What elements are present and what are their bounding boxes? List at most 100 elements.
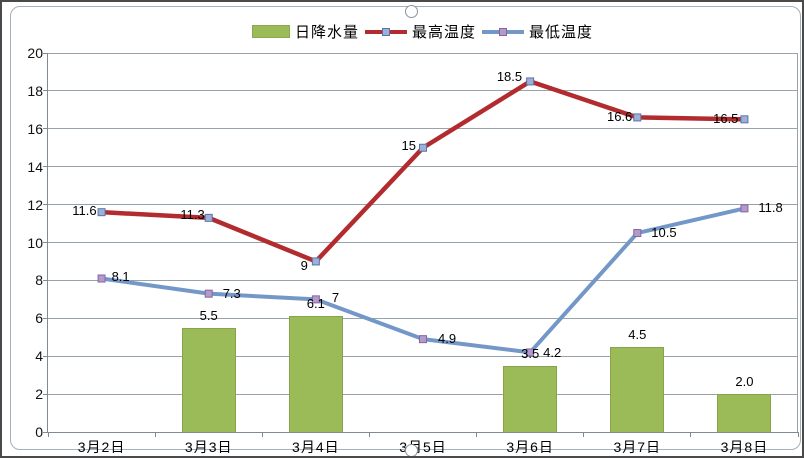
y-axis-tick-label: 2 <box>35 386 43 403</box>
marker-最低温度 <box>740 204 749 213</box>
x-tick-mark <box>797 432 799 437</box>
marker-最高温度 <box>97 208 106 217</box>
gridline <box>48 393 798 395</box>
x-axis-tick-label: 3月6日 <box>506 439 554 455</box>
x-tick-mark <box>583 432 585 437</box>
legend-item-precipitation: 日降水量 <box>251 21 359 42</box>
x-axis-tick-label: 3月7日 <box>613 439 662 455</box>
min-temp-data-label: 7.3 <box>222 285 241 301</box>
chart-legend: 日降水量 最高温度 最低温度 <box>45 18 800 44</box>
precipitation-swatch <box>251 24 290 38</box>
marker-最高温度 <box>526 77 535 86</box>
gridline <box>48 128 798 130</box>
y-axis-tick-label: 16 <box>27 120 43 137</box>
marker-最高温度 <box>311 257 320 266</box>
legend-item-max-temp: 最高温度 <box>364 21 476 42</box>
gridline <box>48 279 798 281</box>
gridline <box>48 204 798 206</box>
bar-precipitation <box>717 394 772 432</box>
chart-resize-handle-top[interactable] <box>405 5 418 18</box>
bar-precipitation <box>610 346 665 432</box>
y-axis-tick-label: 10 <box>27 234 43 251</box>
y-tick-mark <box>43 52 48 54</box>
x-axis-line <box>48 432 798 433</box>
x-tick-mark <box>154 432 156 437</box>
max-temp-swatch <box>364 25 407 38</box>
y-tick-mark <box>43 242 48 243</box>
marker-最低温度 <box>204 289 213 298</box>
bar-data-label: 3.5 <box>521 345 540 361</box>
min-temp-data-label: 10.5 <box>651 225 677 241</box>
x-axis-tick-label: 3月8日 <box>720 439 769 455</box>
y-axis-tick-label: 18 <box>27 82 43 99</box>
x-axis-tick-label: 3月4日 <box>292 439 340 455</box>
y-axis-tick-label: 6 <box>35 310 43 327</box>
gridline <box>48 166 798 168</box>
y-tick-mark <box>43 90 48 92</box>
bar-data-label: 2.0 <box>735 374 754 390</box>
y-axis-tick-label: 4 <box>35 348 43 365</box>
min-temp-data-label: 4.2 <box>543 345 562 361</box>
x-tick-mark <box>690 432 692 437</box>
max-temp-data-label: 11.3 <box>180 206 205 222</box>
chart-frame: 日降水量 最高温度 最低温度 0 2 4 6 8 10 12 14 16 18 20 3月2日 3月3日… <box>10 5 801 456</box>
x-axis-tick-label: 3月5日 <box>399 439 447 455</box>
marker-最低温度 <box>526 348 535 357</box>
min-temp-swatch <box>482 25 524 38</box>
legend-label-min-temp: 最低温度 <box>529 23 594 41</box>
x-axis-tick-label: 3月2日 <box>77 439 126 455</box>
bar-precipitation <box>181 327 236 432</box>
min-temp-data-label: 7 <box>331 290 340 306</box>
x-tick-mark <box>368 432 370 437</box>
max-temp-data-label: 18.5 <box>496 69 523 85</box>
marker-最高温度 <box>419 143 427 152</box>
y-axis-tick-label: 12 <box>27 196 43 213</box>
y-tick-mark <box>43 431 48 433</box>
max-temp-data-label: 16.6 <box>606 109 633 125</box>
bar-precipitation <box>288 316 343 432</box>
x-tick-mark <box>47 432 49 437</box>
y-axis-tick-label: 0 <box>35 424 43 440</box>
y-tick-mark <box>43 393 48 395</box>
bar-data-label: 5.5 <box>199 307 218 323</box>
min-temp-data-label: 11.8 <box>758 200 783 216</box>
y-tick-mark <box>43 355 48 357</box>
line-最低温度 <box>99 206 747 355</box>
y-tick-mark <box>43 279 48 281</box>
x-axis-tick-label: 3月3日 <box>184 439 233 455</box>
legend-label-precipitation: 日降水量 <box>294 23 359 41</box>
max-temp-data-label: 15 <box>401 137 416 153</box>
min-temp-data-label: 4.9 <box>438 331 457 347</box>
plot-right-border <box>797 53 798 432</box>
bar-data-label: 6.1 <box>306 296 325 312</box>
legend-item-min-temp: 最低温度 <box>482 21 593 42</box>
chart-resize-handle-bottom[interactable] <box>405 444 418 456</box>
marker-最高温度 <box>204 213 213 222</box>
y-tick-mark <box>43 317 48 319</box>
marker-最高温度 <box>740 115 749 124</box>
marker-最高温度 <box>633 113 642 122</box>
gridline <box>48 317 798 319</box>
marker-最低温度 <box>419 335 427 344</box>
gridline <box>48 242 798 243</box>
y-axis-tick-label: 14 <box>27 158 43 175</box>
y-tick-mark <box>43 128 48 130</box>
y-tick-mark <box>43 204 48 206</box>
min-temp-data-label: 8.1 <box>111 268 130 284</box>
max-temp-data-label: 16.5 <box>713 111 739 127</box>
gridline <box>48 355 798 357</box>
x-tick-mark <box>261 432 263 437</box>
y-axis-line <box>47 53 48 433</box>
y-tick-mark <box>43 166 48 168</box>
bar-precipitation <box>503 365 558 432</box>
plot-area: 5.5 6.1 3.5 4.5 2.0 11.6 11.3 9 15 18.5 16.6 16.5 8.… <box>43 52 799 437</box>
line-最高温度 <box>99 79 747 264</box>
marker-最低温度 <box>311 295 320 304</box>
gridline <box>48 90 798 92</box>
bar-data-label: 4.5 <box>628 326 647 342</box>
max-temp-data-label: 9 <box>300 258 308 274</box>
x-tick-mark <box>476 432 478 437</box>
y-axis-tick-label: 20 <box>27 45 43 61</box>
marker-最低温度 <box>633 229 642 238</box>
